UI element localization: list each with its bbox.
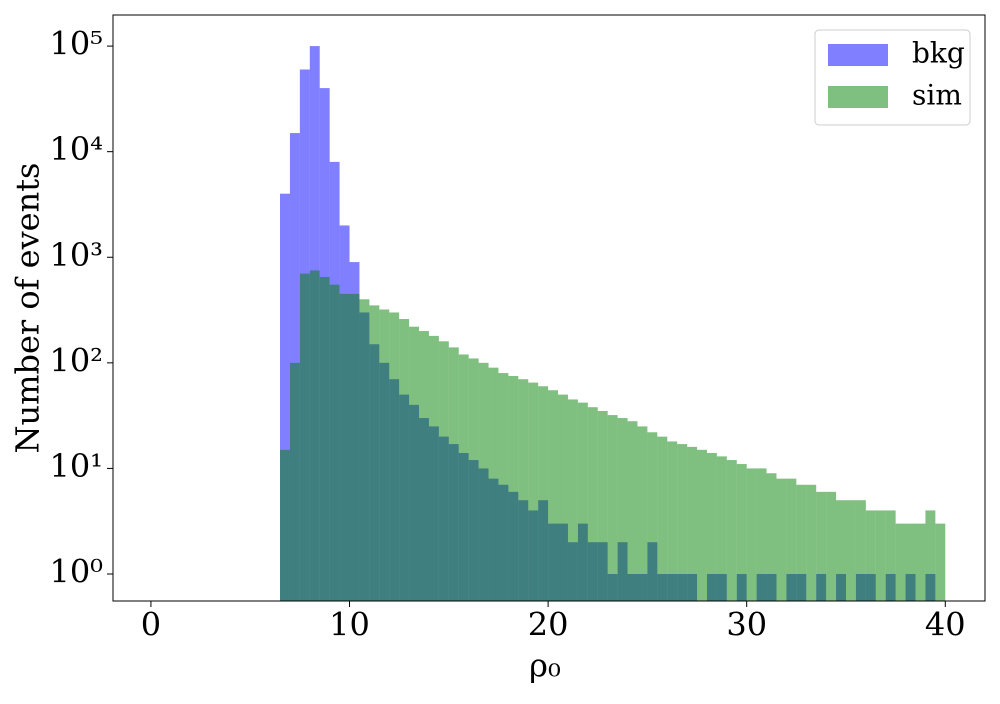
histogram-bar (756, 468, 767, 601)
histogram-bar (667, 441, 678, 601)
histogram-bar (657, 436, 668, 601)
histogram-bar (558, 394, 568, 601)
histogram-bar (627, 421, 638, 601)
histogram-bar (597, 410, 608, 601)
histogram-bar (498, 373, 509, 601)
histogram-bar (875, 510, 886, 601)
histogram-bar (697, 449, 707, 601)
histogram-bar (726, 460, 737, 601)
histogram-bar (786, 478, 797, 601)
legend-swatch (828, 86, 888, 108)
histogram-bar (399, 319, 410, 601)
plot-frame (112, 14, 986, 602)
y-tick-label: 10⁵ (49, 25, 103, 63)
histogram-bar (716, 456, 727, 601)
histogram-bar (647, 432, 658, 601)
histogram-bar (706, 452, 717, 601)
histogram-bar (548, 390, 559, 601)
histogram-bar (796, 484, 807, 601)
histogram-bar (687, 446, 698, 601)
histogram-bar (419, 331, 429, 601)
legend-label: bkg (912, 37, 965, 70)
histogram-bar (587, 407, 598, 601)
legend-label: sim (912, 79, 962, 112)
y-tick-label: 10⁰ (49, 553, 103, 591)
x-tick-label: 0 (141, 606, 161, 644)
x-tick-label: 10 (329, 606, 370, 644)
y-tick-label: 10⁴ (49, 130, 103, 168)
histogram-bar (865, 510, 876, 601)
x-axis-label: ρ₀ (529, 647, 561, 685)
histogram-bar (379, 309, 390, 601)
histogram-bar (915, 523, 926, 601)
x-tick-label: 40 (925, 606, 966, 644)
histogram-bar (935, 523, 946, 601)
histogram-bar (736, 464, 747, 601)
histogram-bar (806, 484, 817, 601)
histogram-bar (468, 358, 479, 601)
y-tick-label: 10² (49, 341, 103, 379)
histogram-bar (836, 500, 846, 601)
histogram-bar (617, 418, 628, 601)
histogram-bar (339, 293, 350, 601)
histogram-bar (577, 402, 588, 601)
histogram-bar (359, 299, 370, 601)
y-axis-label: Number of events (9, 163, 47, 454)
histogram-bar (329, 284, 340, 601)
histogram-bar (885, 510, 896, 601)
histogram-bar (518, 379, 529, 601)
histogram-bar (538, 386, 549, 601)
histogram-bar (845, 500, 856, 601)
histogram-bar (448, 347, 459, 601)
histogram-bar (319, 277, 330, 601)
histogram-bar (280, 193, 290, 602)
histogram-bar (409, 326, 420, 601)
histogram-bar (905, 523, 916, 601)
histogram-bar (895, 523, 906, 601)
histogram-bar (508, 376, 519, 601)
y-tick-label: 10¹ (49, 447, 103, 485)
histogram-bar (746, 468, 757, 601)
histogram-bar (677, 444, 688, 601)
histogram-bar (607, 415, 618, 601)
x-tick-label: 30 (726, 606, 767, 644)
histogram-bar (816, 491, 827, 601)
histogram-bar (309, 270, 320, 601)
histogram-bar (637, 426, 648, 601)
histogram-bar (369, 305, 380, 601)
x-tick-label: 20 (528, 606, 569, 644)
histogram-bar (438, 341, 449, 601)
histogram-bar (488, 367, 499, 601)
histogram-bar (349, 293, 360, 601)
histogram-bar (567, 399, 578, 601)
y-tick-label: 10³ (49, 236, 103, 274)
histogram-bar (389, 312, 400, 601)
histogram-bar (925, 510, 936, 601)
histogram-bar (776, 478, 787, 601)
histogram-bar (428, 335, 439, 601)
histogram-bar (280, 449, 290, 601)
legend-swatch (828, 44, 888, 66)
histogram-bar (458, 354, 469, 601)
histogram-bar (528, 382, 539, 601)
histogram-bar (855, 500, 866, 601)
histogram-bar (289, 362, 300, 601)
histogram-bar (478, 362, 489, 601)
histogram-bar (299, 273, 310, 601)
histogram-bar (826, 491, 837, 601)
histogram-bar (766, 473, 777, 601)
